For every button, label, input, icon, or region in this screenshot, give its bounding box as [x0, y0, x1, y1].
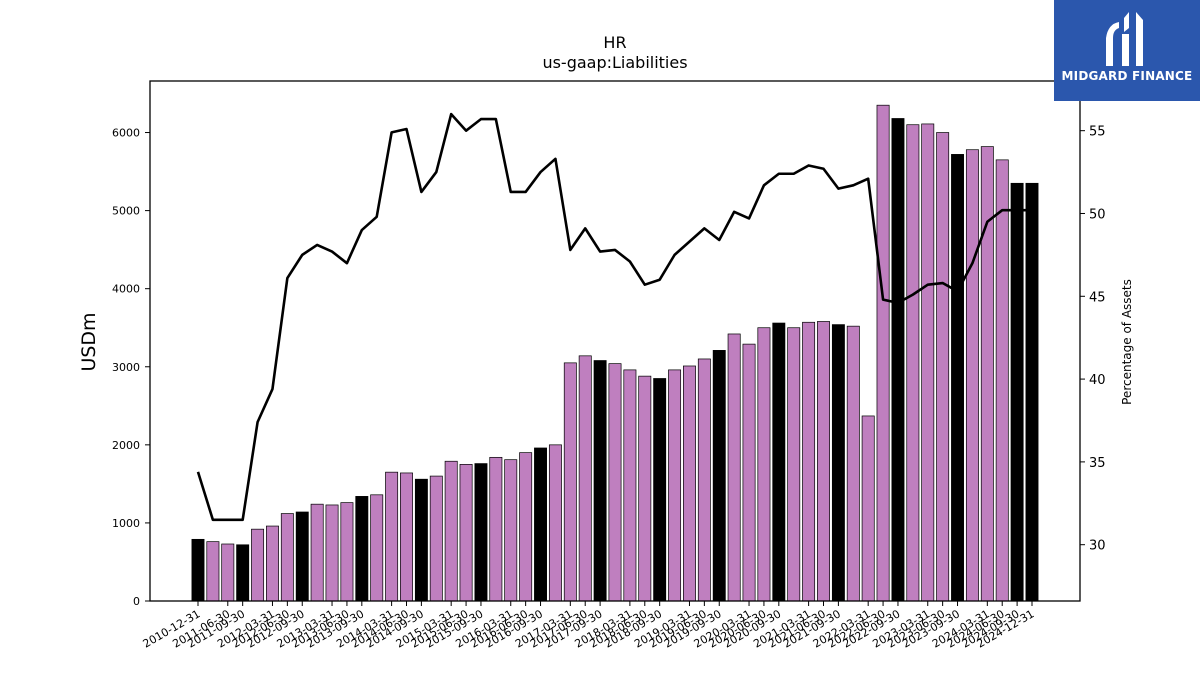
- bar-2023-12-31: [965, 149, 979, 602]
- bar-2018-06-30: [638, 375, 652, 602]
- bar-2015-09-30: [474, 463, 488, 602]
- percentage-line: [196, 112, 1032, 522]
- bar-2020-03-31: [742, 343, 756, 602]
- bar-2013-03-31: [325, 504, 339, 602]
- line-group: [196, 112, 1032, 522]
- bar-2022-03-31: [861, 415, 875, 602]
- bar-2011-12-31: [251, 528, 265, 602]
- bar-2022-12-31: [906, 124, 920, 602]
- bar-2012-12-31: [310, 503, 324, 602]
- bar-2018-03-31: [623, 369, 637, 602]
- bar-2020-12-31: [787, 327, 801, 602]
- bar-2020-06-30: [757, 327, 771, 602]
- y2-tick-label: 55: [1089, 125, 1106, 140]
- bar-2022-09-30: [891, 118, 905, 602]
- bar-2016-09-30: [534, 447, 547, 602]
- chart-subtitle: us-gaap:Liabilities: [542, 53, 687, 72]
- bar-2017-09-30: [593, 360, 607, 602]
- bar-2023-09-30: [951, 154, 964, 602]
- y2-tick-label: 35: [1089, 456, 1106, 471]
- bar-2014-03-31: [385, 471, 399, 602]
- bar-2019-09-30: [712, 350, 726, 602]
- bar-2013-12-31: [370, 494, 384, 602]
- logo-mark-icon: [1106, 12, 1143, 66]
- bar-2023-03-31: [921, 123, 935, 602]
- bar-2024-12-31: [1025, 182, 1039, 602]
- logo-text: MIDGARD FINANCE: [1061, 69, 1193, 83]
- bar-2015-06-30: [459, 464, 473, 602]
- bar-2013-06-30: [340, 502, 354, 602]
- bar-2018-12-31: [668, 369, 682, 602]
- bar-2018-09-30: [653, 378, 667, 602]
- bar-2015-03-31: [444, 460, 458, 602]
- bar-2016-06-30: [519, 452, 533, 602]
- bar-2015-12-31: [489, 456, 503, 602]
- bar-2011-09-30: [236, 544, 250, 602]
- y-tick-label: 2000: [112, 439, 140, 452]
- bar-2014-09-30: [414, 478, 428, 602]
- bar-2012-09-30: [295, 511, 309, 602]
- bar-2024-03-31: [980, 146, 994, 602]
- bar-2023-06-30: [936, 132, 950, 602]
- bar-2012-03-31: [266, 525, 279, 602]
- y-tick-label: 0: [133, 595, 140, 608]
- y-tick-label: 3000: [112, 361, 140, 374]
- bar-2014-12-31: [429, 475, 443, 602]
- brand-logo: MIDGARD FINANCE: [1054, 0, 1200, 101]
- bar-2016-12-31: [548, 444, 562, 602]
- bar-2024-06-30: [995, 159, 1009, 602]
- bar-2016-03-31: [504, 459, 518, 602]
- bar-2011-03-31: [206, 541, 220, 602]
- bar-2019-03-31: [683, 365, 696, 602]
- y-tick-label: 1000: [112, 517, 140, 530]
- bars-group: [191, 104, 1039, 602]
- chart-title: HR: [603, 33, 626, 52]
- y2-tick-label: 40: [1089, 373, 1106, 388]
- bar-2011-06-30: [221, 543, 235, 602]
- y2-tick-label: 50: [1089, 207, 1106, 222]
- bar-2022-06-30: [876, 104, 890, 602]
- bar-2013-09-30: [355, 496, 369, 602]
- bar-2010-12-31: [191, 538, 205, 602]
- y2-tick-label: 45: [1089, 290, 1106, 305]
- y-tick-label: 6000: [112, 127, 140, 140]
- y2-tick-label: 30: [1089, 539, 1106, 554]
- bar-2012-06-30: [280, 513, 294, 602]
- bar-2021-12-31: [846, 325, 860, 602]
- bar-2017-06-30: [578, 355, 592, 602]
- y-tick-label: 5000: [112, 205, 140, 218]
- bar-2019-12-31: [727, 333, 741, 602]
- y-axis-label: USDm: [78, 312, 100, 371]
- bar-2024-09-30: [1010, 182, 1024, 602]
- bar-2020-09-30: [772, 322, 786, 602]
- bar-2021-09-30: [831, 324, 845, 602]
- bar-2014-06-30: [400, 472, 413, 602]
- bar-2017-03-31: [563, 362, 577, 602]
- bar-2019-06-30: [697, 358, 711, 602]
- bar-2017-12-31: [608, 363, 622, 602]
- bar-2021-03-31: [802, 321, 816, 602]
- bar-2021-06-30: [817, 321, 830, 602]
- y-tick-label: 4000: [112, 283, 140, 296]
- plot-frame: [149, 80, 1081, 602]
- y2-axis-label: Percentage of Assets: [1120, 279, 1134, 405]
